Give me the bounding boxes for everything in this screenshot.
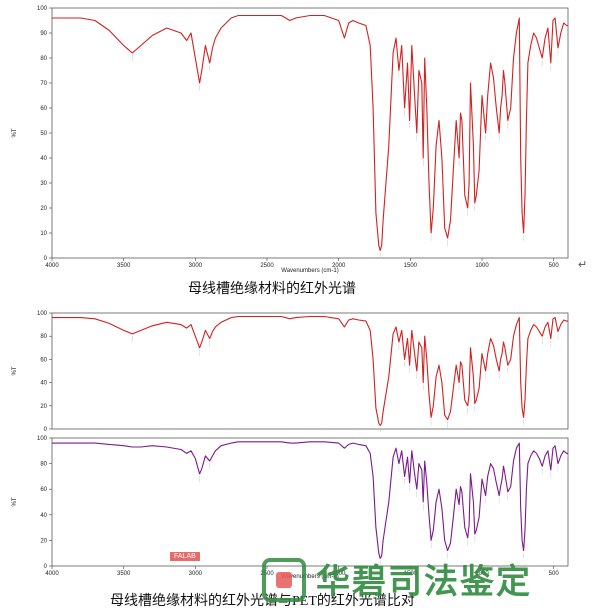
y-tick-label: 70 [40, 81, 47, 87]
plot-frame [51, 437, 569, 567]
paragraph-return-mark: ↵ [578, 259, 588, 271]
x-tick-label: 4000 [45, 263, 59, 269]
y-tick-label: 20 [40, 206, 47, 212]
y-tick-label: 90 [40, 31, 47, 37]
caption-bottom: 母线槽绝缘材料的红外光谱与PET的红外光谱比对 [110, 594, 415, 609]
watermark-text: 华碧司法鉴定 [316, 562, 532, 602]
spectrum-chart-1: 0 10 20 30 40 50 60 70 80 90 100 4000 3500 3000 2500 20… [0, 2, 600, 282]
x-tick-label: 2000 [332, 571, 346, 577]
y-tick-label: 0 [44, 564, 48, 570]
y-tick-label: 80 [40, 462, 47, 468]
y-tick-label: 60 [40, 106, 47, 112]
plot-frame [51, 7, 569, 259]
x-tick-label: 1000 [475, 263, 489, 269]
y-tick-label: 100 [37, 311, 48, 317]
y-tick-label: 100 [37, 6, 48, 12]
series-line [52, 441, 568, 559]
x-tick-label: 500 [549, 571, 560, 577]
x-tick-label: 1500 [404, 263, 418, 269]
caption-top: 母线槽绝缘材料的红外光谱 [188, 282, 356, 297]
y-tick-label: 30 [40, 181, 47, 187]
x-tick-label: 1000 [475, 571, 489, 577]
y-tick-label: 40 [40, 513, 47, 519]
spectrum-chart-3: 0 20 40 60 80 100 4000 3500 3000 2500 2000 1500 1000… [0, 432, 600, 582]
y-tick-label: 0 [44, 427, 48, 433]
y-axis-label: %T [12, 366, 18, 375]
y-tick-label: 50 [40, 131, 47, 137]
y-tick-label: 100 [37, 436, 48, 442]
x-tick-label: 2000 [332, 263, 346, 269]
y-tick-label: 80 [40, 334, 47, 340]
x-tick-label: 3500 [117, 263, 131, 269]
spectrum-chart-1-svg: 0 10 20 30 40 50 60 70 80 90 100 4000 3500 3000 2500 20… [12, 6, 569, 274]
y-tick-label: 40 [40, 381, 47, 387]
y-tick-label: 40 [40, 156, 47, 162]
y-tick-label: 60 [40, 487, 47, 493]
x-tick-label: 3000 [189, 571, 203, 577]
x-tick-label: 3000 [189, 263, 203, 269]
x-tick-label: 1500 [404, 571, 418, 577]
x-tick-label: 3500 [117, 571, 131, 577]
watermark: FALAB 华碧司法鉴定 [170, 548, 600, 608]
series-line [52, 14, 568, 252]
watermark-logo-icon [262, 558, 306, 602]
y-tick-label: 0 [44, 256, 48, 262]
x-axis-label: Wavenumbers (cm-1) [281, 574, 338, 580]
y-tick-label: 20 [40, 538, 47, 544]
y-axis-label: %T [12, 497, 18, 506]
plot-frame [51, 312, 569, 430]
x-tick-label: 2500 [260, 263, 274, 269]
spectrum-chart-2: 0 20 40 60 80 100 %T [0, 305, 600, 435]
x-tick-label: 4000 [45, 571, 59, 577]
x-tick-label: 2500 [260, 571, 274, 577]
x-tick-label: 500 [549, 263, 560, 269]
y-tick-label: 10 [40, 231, 47, 237]
x-axis-label: Wavenumbers (cm-1) [281, 268, 338, 274]
spectrum-chart-2-svg: 0 20 40 60 80 100 %T [12, 311, 569, 434]
y-axis-label: %T [12, 128, 18, 137]
y-tick-label: 60 [40, 357, 47, 363]
y-tick-label: 20 [40, 404, 47, 410]
series-line [52, 315, 568, 427]
spectrum-chart-3-svg: 0 20 40 60 80 100 4000 3500 3000 2500 2000 1500 1000… [12, 436, 569, 580]
y-tick-label: 80 [40, 56, 47, 62]
watermark-tag: FALAB [170, 552, 200, 561]
